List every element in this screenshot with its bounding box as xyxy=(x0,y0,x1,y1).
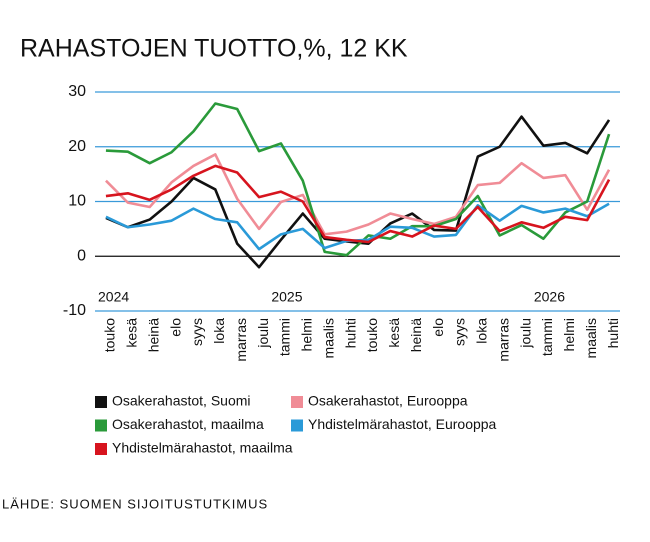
series-line xyxy=(105,115,611,269)
legend-swatch xyxy=(95,419,107,432)
year-label: 2025 xyxy=(271,289,302,305)
legend-swatch xyxy=(95,443,107,455)
y-tick-label: 0 xyxy=(77,247,86,264)
x-tick-label: kesä xyxy=(386,318,402,348)
x-tick-label: marras xyxy=(495,318,511,362)
x-tick-label: helmi xyxy=(561,318,577,351)
y-tick-label: 10 xyxy=(68,193,86,210)
legend-swatch xyxy=(291,396,303,408)
legend-label: Osakerahastot, maailma xyxy=(112,416,264,432)
source: LÄHDE: SUOMEN SIJOITUSTUTKIMUS xyxy=(2,496,268,511)
x-tick-label: joulu xyxy=(255,318,271,349)
y-tick-label: -10 xyxy=(63,302,86,319)
x-tick-label: kesä xyxy=(124,318,140,348)
x-tick-label: loka xyxy=(474,318,490,344)
x-tick-label: heinä xyxy=(145,318,161,352)
x-tick-label: heinä xyxy=(408,318,424,352)
chart-title: RAHASTOJEN TUOTTO,%, 12 KK xyxy=(20,35,408,63)
x-tick-label: huhti xyxy=(342,318,358,348)
x-tick-label: touko xyxy=(102,318,118,352)
x-tick-label: maalis xyxy=(583,318,599,358)
x-tick-label: syys xyxy=(452,318,468,346)
year-label: 2026 xyxy=(534,289,565,305)
y-tick-label: 20 xyxy=(68,138,86,155)
x-tick-label: marras xyxy=(233,318,249,362)
x-tick-label: maalis xyxy=(320,318,336,358)
x-tick-label: helmi xyxy=(299,318,315,351)
x-tick-label: huhti xyxy=(605,318,621,348)
x-tick-label: syys xyxy=(189,318,205,346)
x-tick-label: tammi xyxy=(277,318,293,356)
legend-label: Osakerahastot, Eurooppa xyxy=(308,393,468,409)
series-line xyxy=(105,153,611,236)
legend-label: Yhdistelmärahastot, maailma xyxy=(112,440,293,456)
x-tick-label: elo xyxy=(430,318,446,337)
series-line xyxy=(105,164,611,244)
x-tick-label: tammi xyxy=(539,318,555,356)
legend-swatch xyxy=(291,419,303,432)
x-tick-label: loka xyxy=(211,318,227,344)
x-tick-label: joulu xyxy=(517,318,533,349)
series-line xyxy=(105,102,611,257)
x-tick-label: elo xyxy=(167,318,183,337)
legend-label: Osakerahastot, Suomi xyxy=(112,393,251,409)
legend-label: Yhdistelmärahastot, Eurooppa xyxy=(308,416,497,432)
year-label: 2024 xyxy=(98,289,129,305)
y-tick-label: 30 xyxy=(68,83,86,100)
x-tick-label: touko xyxy=(364,318,380,352)
legend-swatch xyxy=(95,396,107,408)
